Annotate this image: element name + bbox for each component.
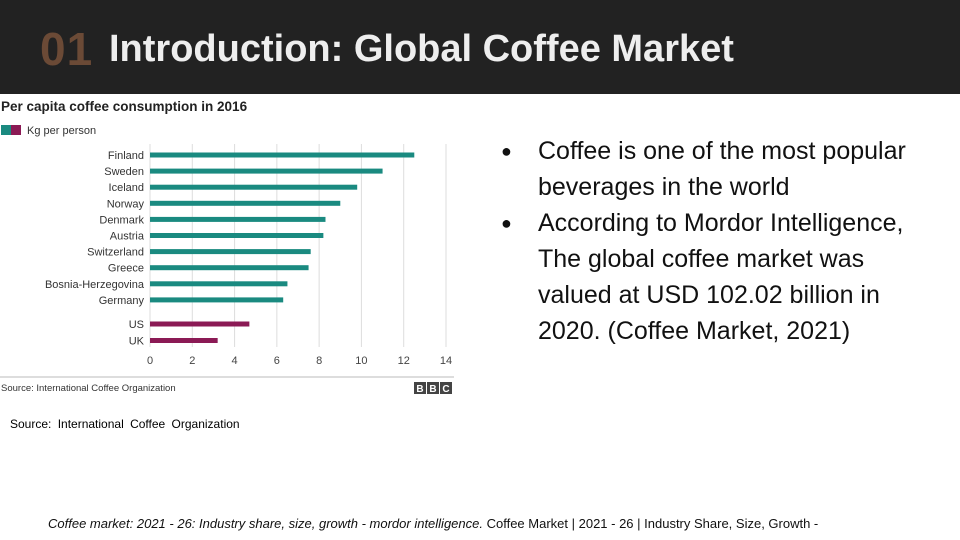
bar-germany — [150, 297, 284, 303]
chart-source: Source: International Coffee Organizatio… — [1, 383, 176, 394]
bar-sweden — [150, 168, 383, 174]
bar-austria — [150, 233, 324, 238]
x-tick-label: 14 — [440, 355, 452, 367]
bullet-item: ● According to Mordor Intelligence, The … — [498, 205, 918, 349]
x-tick-label: 8 — [316, 355, 322, 367]
slide-header: 01 Introduction: Global Coffee Market — [0, 0, 960, 94]
bullet-text: According to Mordor Intelligence, The gl… — [538, 209, 904, 345]
category-label: Iceland — [109, 182, 144, 194]
category-label: Greece — [108, 263, 144, 275]
chart-caption: Source: International Coffee Organizatio… — [10, 417, 240, 431]
category-label: Bosnia-Herzegovina — [45, 279, 145, 291]
bar-finland — [150, 152, 415, 158]
category-label: Sweden — [104, 166, 144, 178]
svg-text:C: C — [442, 384, 449, 395]
bullet-dot-icon: ● — [501, 141, 512, 161]
bar-uk — [150, 338, 218, 343]
legend-swatch-purple — [11, 125, 21, 135]
bbc-logo: B B C — [414, 382, 452, 395]
bullet-list: ● Coffee is one of the most popular beve… — [498, 133, 918, 349]
bar-greece — [150, 265, 309, 271]
bullet-item: ● Coffee is one of the most popular beve… — [498, 133, 918, 205]
category-label: Finland — [108, 150, 144, 162]
chart-svg: Per capita coffee consumption in 2016 Kg… — [0, 99, 454, 395]
x-tick-label: 0 — [147, 355, 153, 367]
footer-citation: Coffee market: 2021 - 26: Industry share… — [48, 516, 948, 531]
bar-chart: Per capita coffee consumption in 2016 Kg… — [0, 94, 478, 400]
bar-us — [150, 321, 250, 327]
bar-bosnia-herzegovina — [150, 281, 288, 287]
bar-denmark — [150, 216, 326, 222]
category-label: US — [129, 319, 144, 331]
x-tick-label: 10 — [355, 355, 367, 367]
legend-swatch-teal — [1, 125, 11, 135]
x-tick-label: 4 — [232, 355, 238, 367]
chart-title: Per capita coffee consumption in 2016 — [1, 99, 248, 114]
citation-title: Coffee market: 2021 - 26: Industry share… — [48, 516, 483, 531]
bar-norway — [150, 200, 341, 206]
category-label: Switzerland — [87, 247, 144, 259]
svg-text:B: B — [429, 384, 436, 395]
x-tick-label: 12 — [398, 355, 410, 367]
category-label: Norway — [107, 198, 145, 210]
x-tick-label: 6 — [274, 355, 280, 367]
category-label: Austria — [110, 231, 145, 243]
category-label: Denmark — [99, 214, 144, 226]
citation-source: Coffee Market | 2021 - 26 | Industry Sha… — [482, 516, 819, 531]
bar-iceland — [150, 184, 358, 190]
category-label: Germany — [99, 295, 145, 307]
legend-label: Kg per person — [27, 125, 96, 137]
svg-text:B: B — [416, 384, 423, 395]
category-label: UK — [129, 336, 145, 348]
bar-switzerland — [150, 249, 311, 255]
section-number: 01 — [40, 23, 94, 75]
x-tick-label: 2 — [189, 355, 195, 367]
bullet-dot-icon: ● — [501, 213, 512, 233]
bullet-text: Coffee is one of the most popular bevera… — [538, 137, 906, 201]
slide-title: Introduction: Global Coffee Market — [109, 28, 734, 70]
